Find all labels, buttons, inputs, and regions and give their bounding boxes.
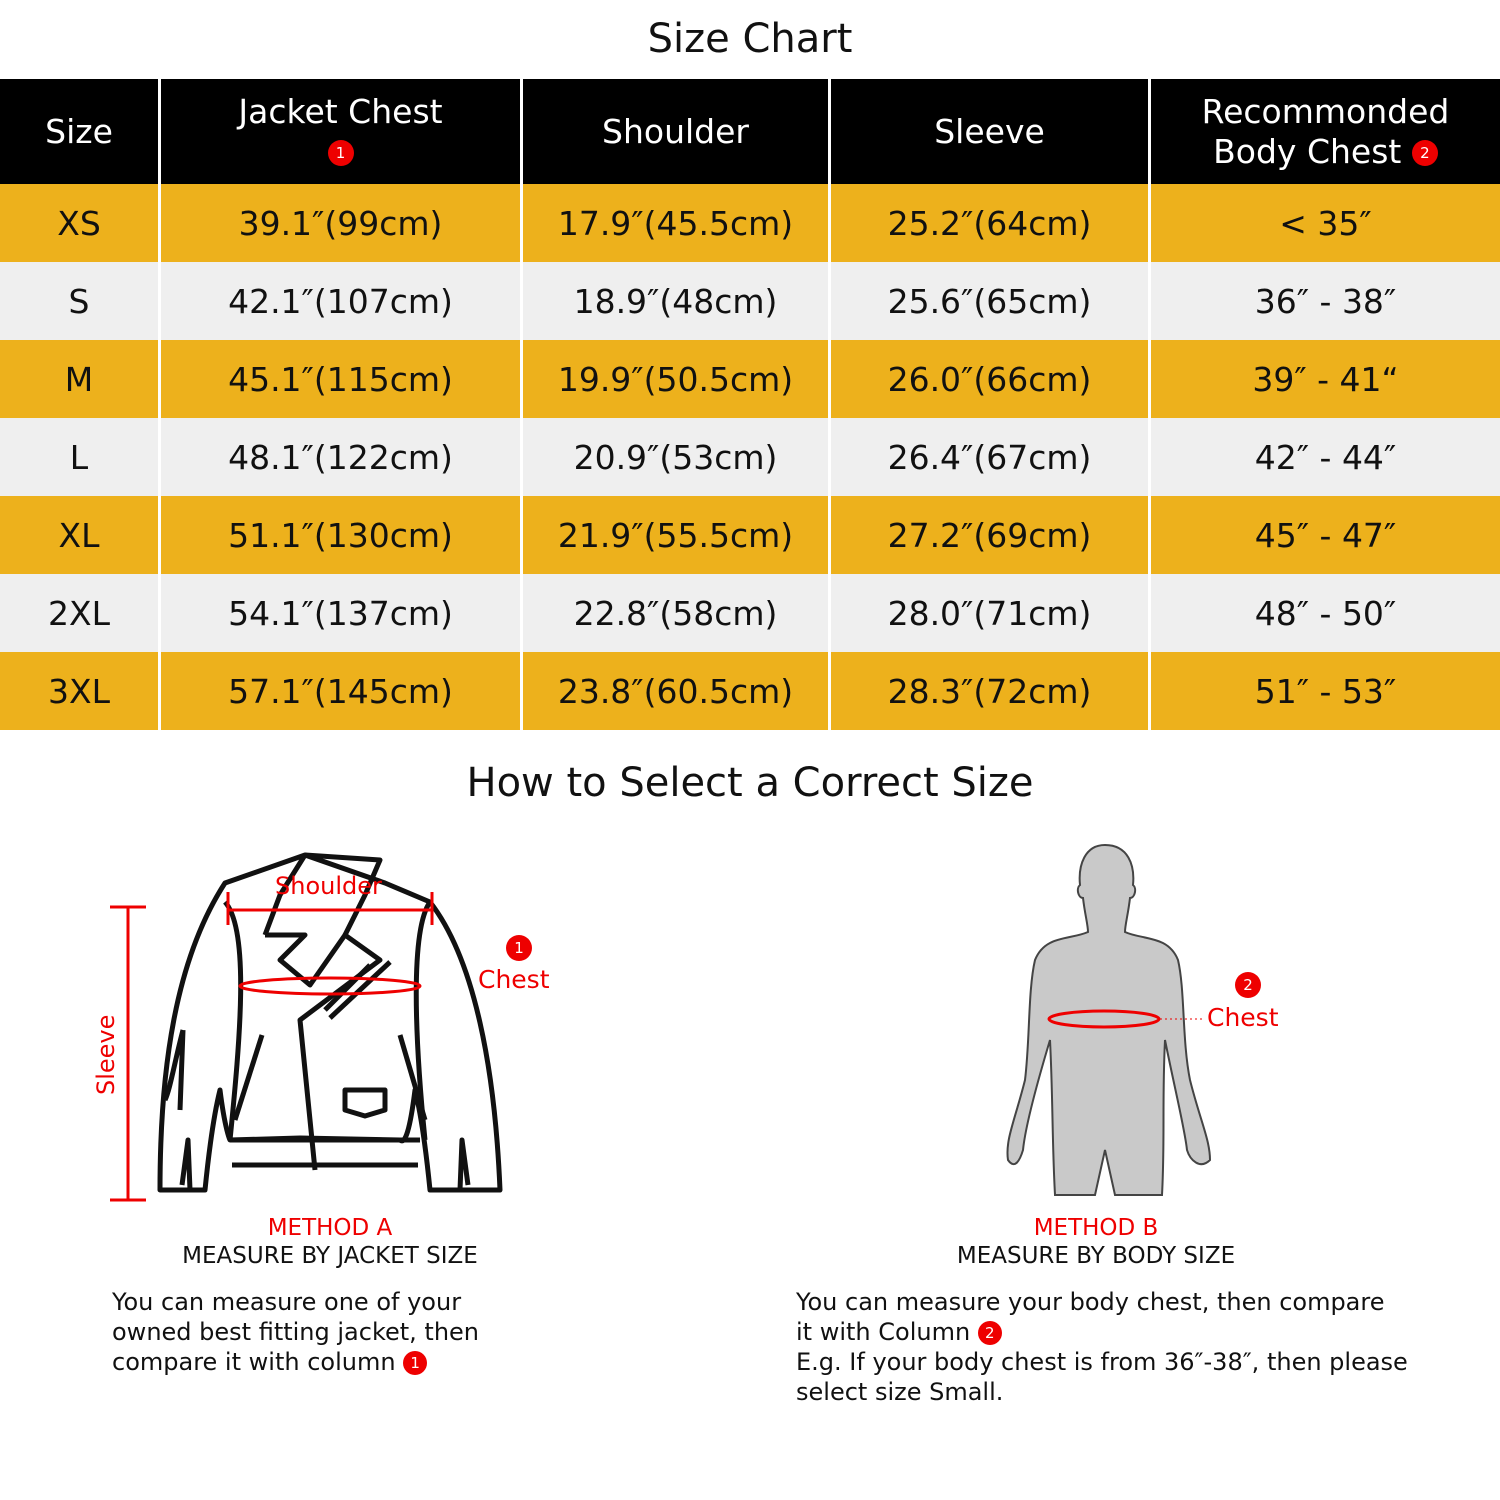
badge-1: 1 (403, 1351, 428, 1375)
cell-sleeve: 25.2″(64cm) (831, 184, 1148, 262)
table-row: 2XL 54.1″(137cm) 22.8″(58cm) 28.0″(71cm) 48″… (0, 574, 1500, 652)
badge-2: 2 (977, 1321, 1002, 1345)
method-a-description: You can measure one of your owned best f… (112, 1288, 480, 1376)
cell-size: M (0, 340, 158, 418)
header-sleeve: Sleeve (831, 79, 1148, 184)
cell-chest: 57.1″(145cm) (161, 652, 520, 730)
method-a-title: METHOD A (267, 1215, 393, 1241)
cell-sleeve: 28.3″(72cm) (831, 652, 1148, 730)
badge-2: 2 (1411, 140, 1438, 166)
cell-body: < 35″ (1151, 184, 1500, 262)
cell-chest: 48.1″(122cm) (161, 418, 520, 496)
badge-1: 1 (327, 140, 354, 166)
header-recommended-body-chest: Recommonded Body Chest 2 (1151, 79, 1500, 184)
badge-2: 2 (1235, 972, 1261, 998)
cell-sleeve: 26.0″(66cm) (831, 340, 1148, 418)
cell-shoulder: 19.9″(50.5cm) (523, 340, 828, 418)
body-figure-illustration (1006, 843, 1212, 1196)
table-row: L 48.1″(122cm) 20.9″(53cm) 26.4″(67cm) 42″ -… (0, 418, 1500, 496)
cell-body: 39″ - 41“ (1151, 340, 1500, 418)
cell-sleeve: 27.2″(69cm) (831, 496, 1148, 574)
table-row: M 45.1″(115cm) 19.9″(50.5cm) 26.0″(66cm) 39″… (0, 340, 1500, 418)
shoulder-label: Shoulder (275, 872, 382, 900)
cell-size: XL (0, 496, 158, 574)
header-jacket-chest: Jacket Chest 1 (161, 79, 520, 184)
jacket-illustration (110, 852, 503, 1202)
cell-size: XS (0, 184, 158, 262)
cell-size: 3XL (0, 652, 158, 730)
cell-sleeve: 25.6″(65cm) (831, 262, 1148, 340)
how-to-title: How to Select a Correct Size (466, 760, 1034, 806)
table-row: 3XL 57.1″(145cm) 23.8″(60.5cm) 28.3″(72cm) 5… (0, 652, 1500, 730)
badge-1: 1 (506, 935, 532, 961)
page-title: Size Chart (647, 16, 853, 62)
chest-label: Chest (478, 965, 550, 994)
cell-shoulder: 17.9″(45.5cm) (523, 184, 828, 262)
cell-size: 2XL (0, 574, 158, 652)
table-row: XS 39.1″(99cm) 17.9″(45.5cm) 25.2″(64cm) < 3… (0, 184, 1500, 262)
cell-size: L (0, 418, 158, 496)
cell-body: 48″ - 50″ (1151, 574, 1500, 652)
chest-label: Chest (1207, 1003, 1279, 1032)
cell-size: S (0, 262, 158, 340)
method-b-subtitle: MEASURE BY BODY SIZE (956, 1243, 1236, 1269)
cell-shoulder: 22.8″(58cm) (523, 574, 828, 652)
cell-body: 51″ - 53″ (1151, 652, 1500, 730)
cell-shoulder: 21.9″(55.5cm) (523, 496, 828, 574)
cell-shoulder: 23.8″(60.5cm) (523, 652, 828, 730)
cell-chest: 54.1″(137cm) (161, 574, 520, 652)
method-b-description: You can measure your body chest, then co… (796, 1288, 1408, 1406)
table-row: S 42.1″(107cm) 18.9″(48cm) 25.6″(65cm) 36″ -… (0, 262, 1500, 340)
cell-chest: 45.1″(115cm) (161, 340, 520, 418)
cell-chest: 42.1″(107cm) (161, 262, 520, 340)
cell-sleeve: 28.0″(71cm) (831, 574, 1148, 652)
header-size: Size (0, 79, 158, 184)
cell-shoulder: 18.9″(48cm) (523, 262, 828, 340)
cell-sleeve: 26.4″(67cm) (831, 418, 1148, 496)
method-b-title: METHOD B (1033, 1215, 1159, 1241)
cell-chest: 39.1″(99cm) (161, 184, 520, 262)
cell-body: 45″ - 47″ (1151, 496, 1500, 574)
cell-shoulder: 20.9″(53cm) (523, 418, 828, 496)
method-a-subtitle: MEASURE BY JACKET SIZE (182, 1243, 478, 1269)
cell-body: 42″ - 44″ (1151, 418, 1500, 496)
size-chart-table: Size Jacket Chest 1 Shoulder Sleeve Recom… (0, 79, 1500, 730)
cell-chest: 51.1″(130cm) (161, 496, 520, 574)
header-shoulder: Shoulder (523, 79, 828, 184)
cell-body: 36″ - 38″ (1151, 262, 1500, 340)
sleeve-label: Sleeve (92, 1014, 120, 1095)
table-row: XL 51.1″(130cm) 21.9″(55.5cm) 27.2″(69cm) 45… (0, 496, 1500, 574)
